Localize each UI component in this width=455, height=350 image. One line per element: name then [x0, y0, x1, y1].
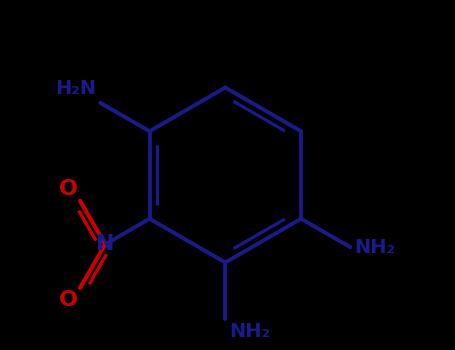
Text: O: O — [59, 178, 78, 198]
Text: N: N — [96, 234, 115, 254]
Text: H₂N: H₂N — [55, 79, 96, 98]
Text: NH₂: NH₂ — [230, 322, 271, 341]
Text: O: O — [59, 290, 78, 310]
Text: NH₂: NH₂ — [355, 238, 396, 257]
